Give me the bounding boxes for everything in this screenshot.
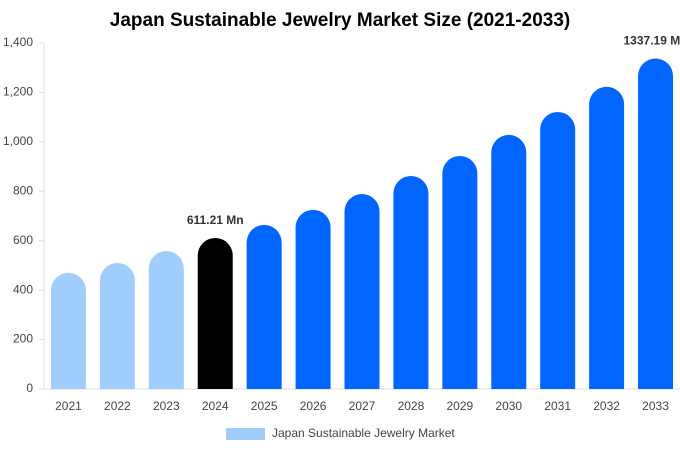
y-tick-label: 1,400 <box>3 35 33 49</box>
bar <box>246 224 282 389</box>
x-tick-label: 2031 <box>544 399 571 413</box>
y-tick-label: 200 <box>13 332 33 346</box>
x-tick-label: 2033 <box>642 399 669 413</box>
x-tick-label: 2026 <box>300 399 327 413</box>
bar <box>99 262 135 389</box>
y-tick-label: 400 <box>13 282 33 296</box>
bar <box>344 194 380 389</box>
chart-title: Japan Sustainable Jewelry Market Size (2… <box>110 10 570 31</box>
x-tick-label: 2032 <box>593 399 620 413</box>
x-tick-label: 2028 <box>398 399 425 413</box>
value-label: 1337.19 Mn <box>624 34 680 48</box>
bar <box>638 58 674 390</box>
x-tick-label: 2024 <box>202 399 229 413</box>
x-tick-label: 2027 <box>349 399 376 413</box>
bar <box>540 111 576 390</box>
bar <box>197 237 233 389</box>
bar <box>589 86 625 389</box>
x-tick-label: 2025 <box>251 399 278 413</box>
y-tick-label: 1,200 <box>3 85 33 99</box>
bar <box>295 209 331 389</box>
x-tick-label: 2022 <box>104 399 131 413</box>
y-tick-label: 1,000 <box>3 134 33 148</box>
bar <box>491 134 527 389</box>
legend-swatch <box>226 428 265 440</box>
legend-label: Japan Sustainable Jewelry Market <box>272 426 455 440</box>
value-label: 611.21 Mn <box>187 213 244 227</box>
bar <box>50 272 86 389</box>
y-tick-label: 600 <box>13 233 33 247</box>
y-tick-label: 0 <box>26 381 33 395</box>
y-tick-label: 800 <box>13 183 33 197</box>
bar <box>148 251 184 389</box>
bar <box>393 175 429 389</box>
x-tick-label: 2023 <box>153 399 180 413</box>
x-tick-label: 2021 <box>55 399 82 413</box>
x-tick-label: 2030 <box>495 399 522 413</box>
bar <box>442 155 478 389</box>
x-tick-label: 2029 <box>446 399 473 413</box>
